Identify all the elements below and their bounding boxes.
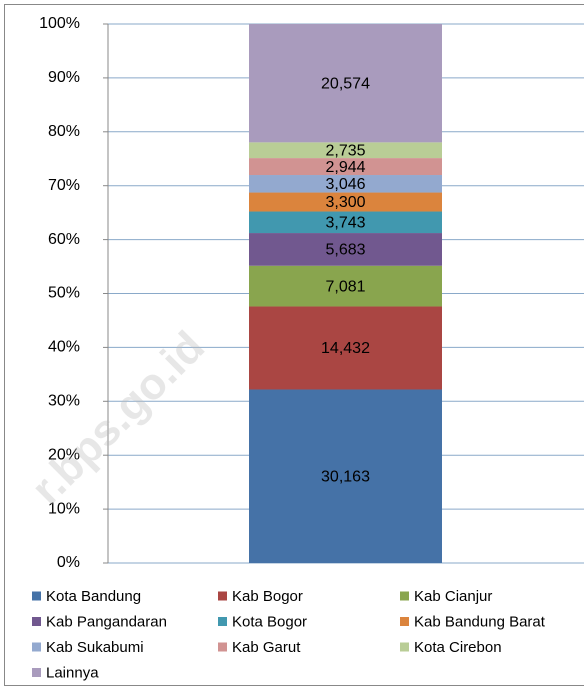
legend-label: Kab Bogor <box>232 588 303 605</box>
legend-label: Kota Bandung <box>46 588 141 605</box>
data-label: 2,944 <box>325 159 365 176</box>
legend-swatch <box>32 617 41 626</box>
y-tick-label: 50% <box>48 285 80 302</box>
legend-swatch <box>218 642 227 652</box>
y-tick-label: 20% <box>48 446 80 463</box>
data-label: 20,574 <box>321 75 370 92</box>
legend-swatch <box>218 591 227 601</box>
y-tick-label: 30% <box>48 393 80 410</box>
y-tick-label: 60% <box>48 231 80 248</box>
y-tick-label: 80% <box>48 123 80 140</box>
bar-segment <box>249 158 442 176</box>
y-tick-label: 90% <box>48 69 80 86</box>
y-tick-label: 100% <box>39 15 80 32</box>
y-tick-label: 40% <box>48 339 80 356</box>
legend-label: Kab Pangandaran <box>46 613 167 630</box>
y-tick-label: 70% <box>48 177 80 194</box>
legend-label: Kota Bogor <box>232 613 307 630</box>
data-label: 3,743 <box>325 215 365 232</box>
data-label: 5,683 <box>325 242 365 259</box>
bar-segment <box>249 142 442 159</box>
bar-segment <box>249 306 442 390</box>
data-label: 14,432 <box>321 340 370 357</box>
bar-segment <box>249 233 442 266</box>
bar-segment <box>249 265 442 307</box>
bar-segment <box>249 389 442 563</box>
data-label: 7,081 <box>325 278 365 295</box>
data-label: 30,163 <box>321 468 370 485</box>
data-label: 3,300 <box>325 194 365 211</box>
legend-swatch <box>32 668 41 677</box>
data-label: 3,046 <box>325 176 365 193</box>
y-tick-label: 0% <box>57 554 80 571</box>
data-label: 2,735 <box>325 142 365 159</box>
bar-segment <box>249 211 442 234</box>
legend-label: Lainnya <box>46 664 99 681</box>
y-tick-label: 10% <box>48 500 80 517</box>
legend-label: Kab Bandung Barat <box>414 613 546 630</box>
legend-swatch <box>218 617 227 626</box>
legend-swatch <box>32 642 41 652</box>
bar-segment <box>249 192 442 212</box>
legend-swatch <box>32 591 41 601</box>
legend-swatch <box>400 591 409 601</box>
bar-segment <box>249 175 442 193</box>
legend-label: Kab Cianjur <box>414 588 492 605</box>
legend-swatch <box>400 642 409 652</box>
legend-label: Kota Cirebon <box>414 639 502 656</box>
legend-swatch <box>400 617 409 626</box>
legend-label: Kab Garut <box>232 639 301 656</box>
bar-segment <box>249 24 442 143</box>
legend-label: Kab Sukabumi <box>46 639 144 656</box>
